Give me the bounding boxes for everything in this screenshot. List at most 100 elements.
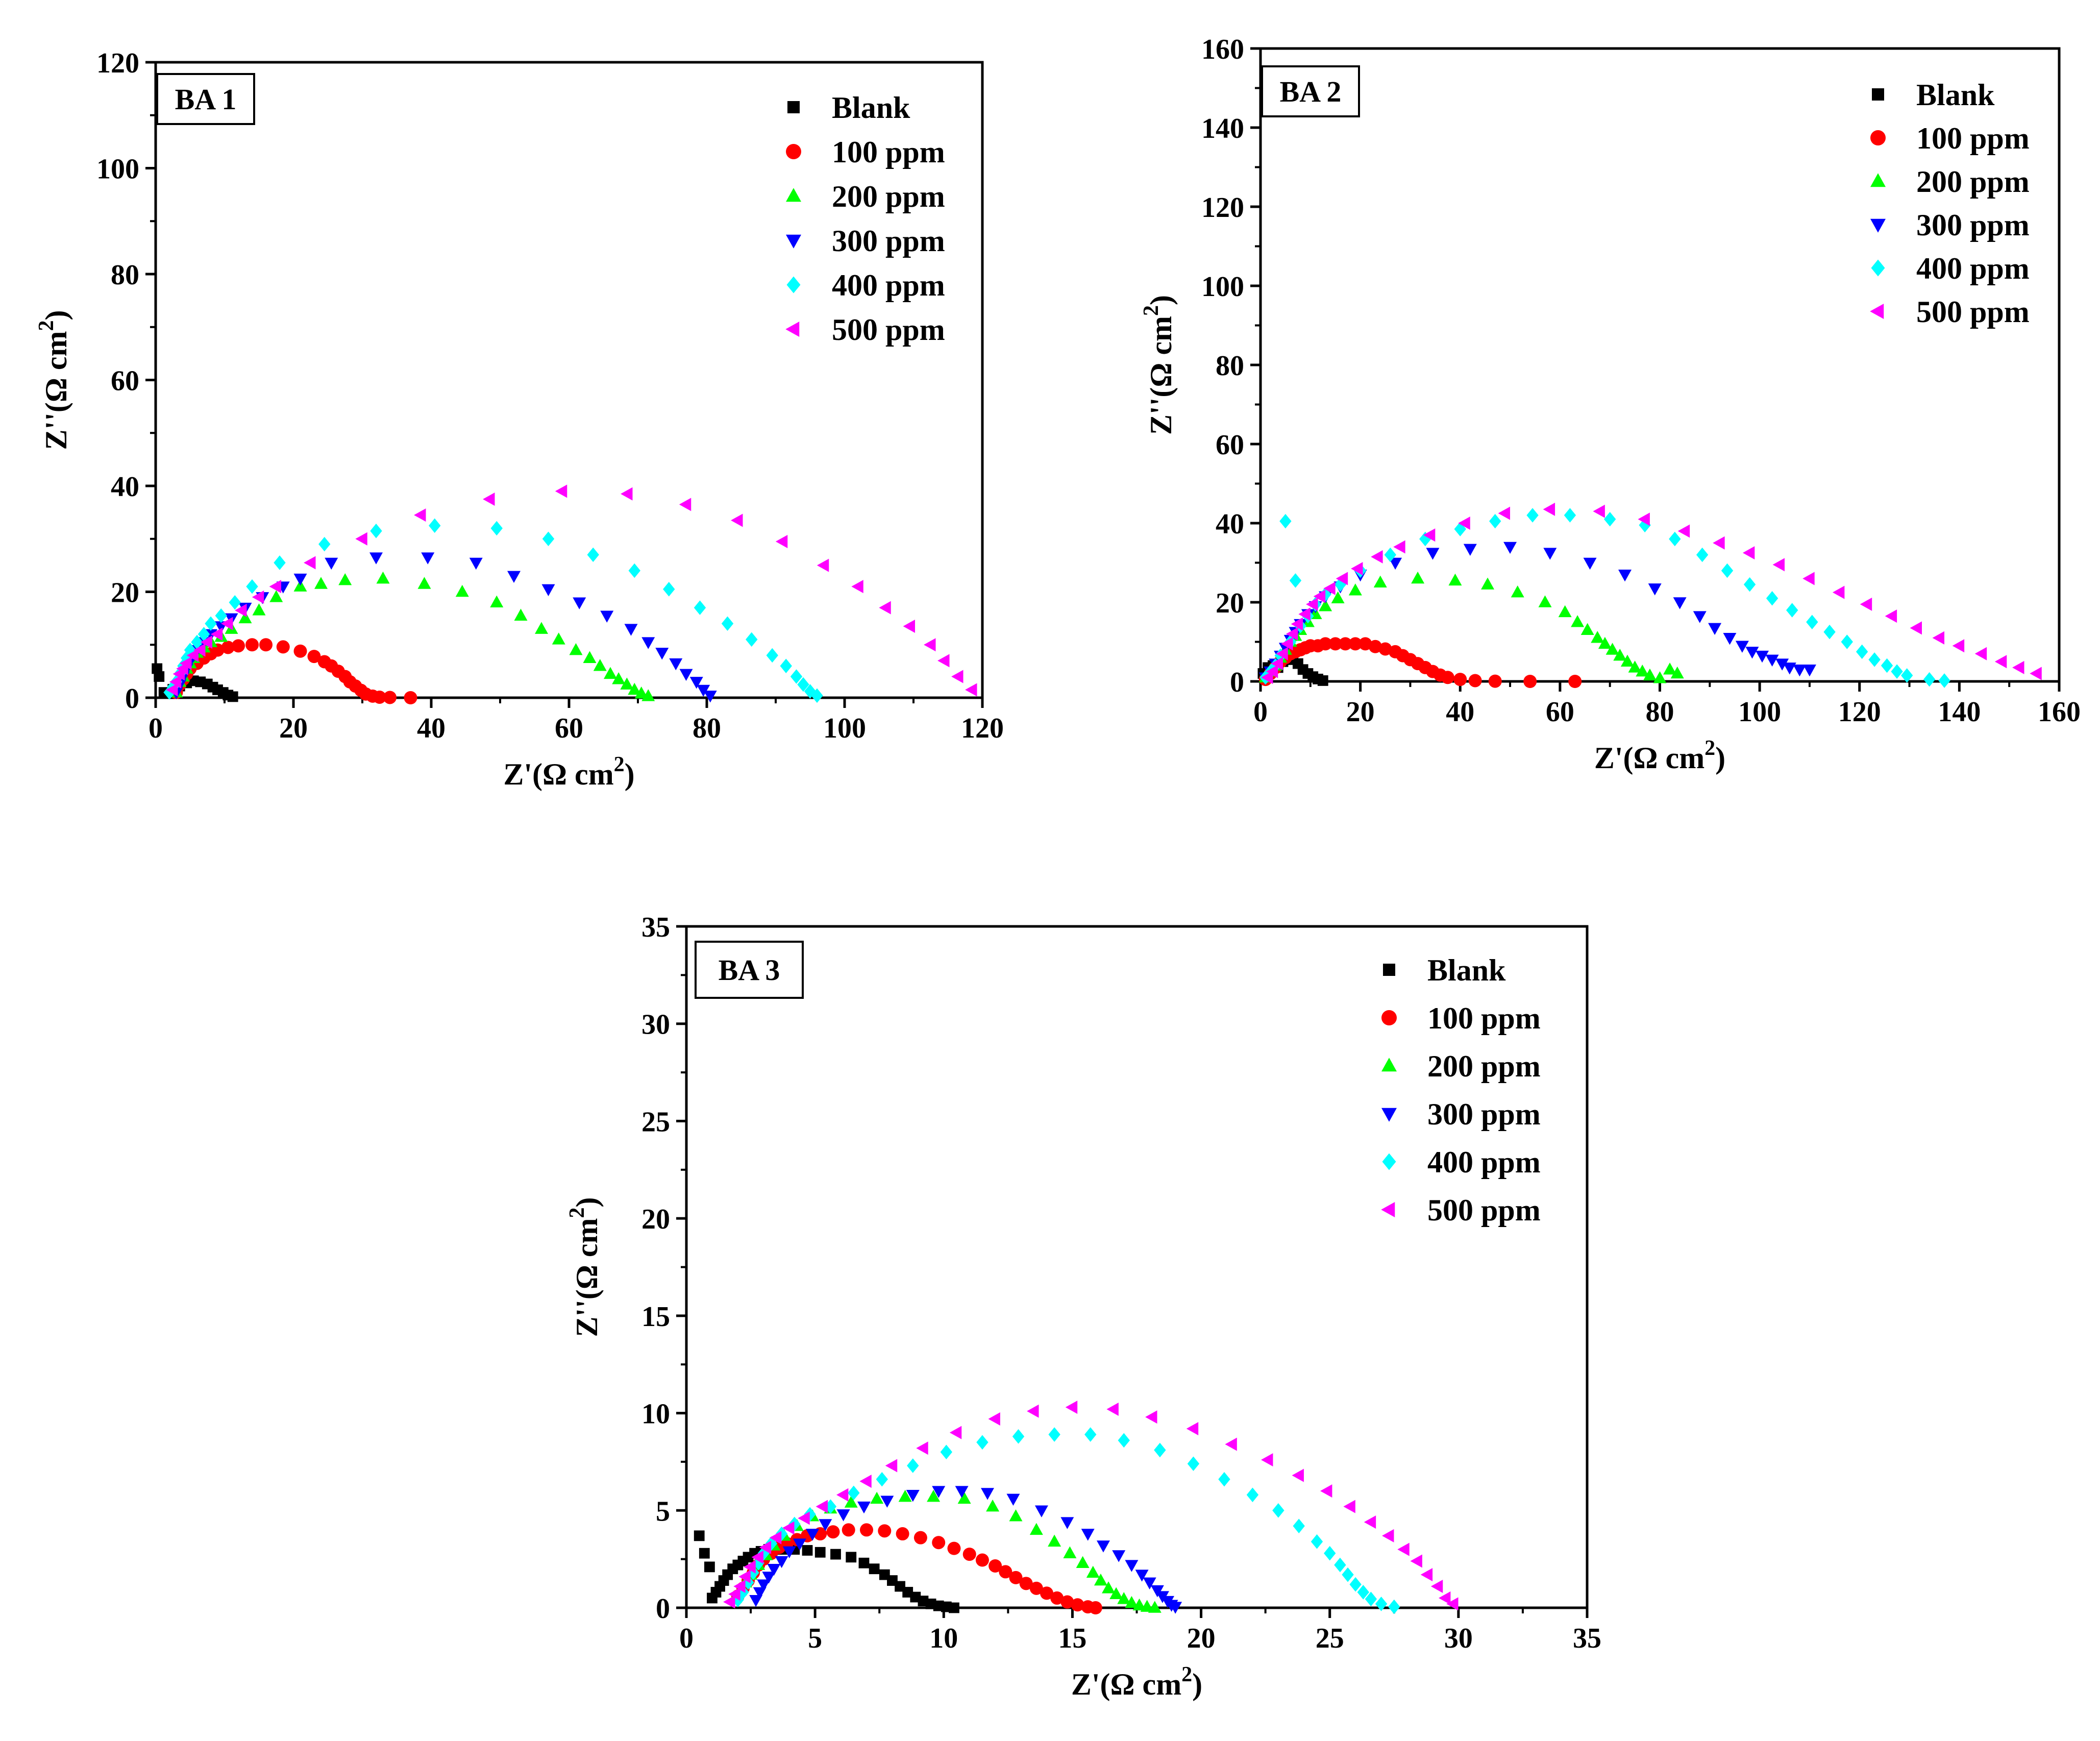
chart-1-point-200-ppm [634, 686, 648, 699]
chart-1-point-500-ppm [555, 484, 567, 498]
chart-1-point-200-ppm [376, 571, 390, 584]
chart-2-point-200-ppm [1348, 583, 1362, 596]
chart-3-point-300-ppm [1143, 1577, 1156, 1590]
chart-2-point-200-ppm [1653, 671, 1667, 683]
chart-3-point-400-ppm [1012, 1429, 1025, 1444]
chart-3-point-500-ppm [1430, 1580, 1443, 1593]
chart-2-point-400-ppm [1806, 615, 1818, 630]
chart-3-point-400-ppm [1118, 1433, 1130, 1448]
chart-2-point-300-ppm [1673, 597, 1687, 609]
chart-3-point-300-ppm [767, 1563, 781, 1576]
chart-1-point-100-ppm [232, 639, 245, 653]
chart-1-point-200-ppm [620, 677, 634, 690]
chart-3-point-400-ppm [1334, 1557, 1346, 1573]
chart-2-point-500-ppm [1393, 540, 1405, 554]
chart-2-point-200-ppm [1643, 668, 1657, 681]
chart-2-x-tick-label: 80 [1646, 696, 1674, 728]
chart-2-point-500-ppm [1323, 581, 1336, 595]
chart-3-point-100-ppm [989, 1559, 1002, 1573]
chart-2-point-400-ppm [1279, 513, 1292, 529]
chart-2-point-100-ppm [1378, 642, 1392, 656]
chart-2-point-300-ppm [1735, 641, 1749, 653]
chart-3-x-tick-label: 15 [1058, 1623, 1086, 1654]
chart-2-point-500-ppm [1742, 546, 1755, 560]
chart-1-point-200-ppm [583, 651, 597, 663]
chart-3-point-300-ppm [1169, 1602, 1182, 1614]
chart-2-y-tick-label: 60 [1216, 429, 1244, 461]
chart-2-point-200-ppm [1331, 591, 1345, 603]
chart-1-point-500-ppm [621, 487, 633, 501]
chart-3-point-300-ppm [793, 1538, 806, 1551]
chart-2-point-400-ppm [1841, 634, 1853, 649]
chart-2-point-100-ppm [1348, 637, 1362, 651]
chart-1-y-tick-label: 20 [111, 577, 139, 609]
chart-3-point-300-ppm [775, 1556, 788, 1568]
chart-3-point-100-ppm [947, 1541, 961, 1555]
chart-2-point-400-ppm [1891, 664, 1903, 679]
chart-3-point-100-ppm [878, 1524, 892, 1538]
chart-1-point-500-ppm [903, 619, 915, 633]
chart-2-point-400-ppm [1786, 603, 1798, 618]
chart-3-point-400-ppm [1272, 1503, 1284, 1518]
chart-1-legend-label-100-ppm: 100 ppm [832, 135, 945, 169]
chart-1-point-500-ppm [221, 617, 233, 630]
chart-3-legend-label-blank: Blank [1427, 953, 1506, 987]
chart-1-y-tick-label: 80 [111, 259, 139, 291]
chart-1-point-400-ppm [694, 600, 706, 615]
chart-3-point-500-ppm [733, 1580, 746, 1593]
chart-2-point-300-ppm [1802, 665, 1816, 677]
chart-1-x-axis-title: Z'(Ω cm2) [503, 753, 634, 791]
chart-1-legend-label-200-ppm: 200 ppm [832, 180, 945, 213]
chart-3-point-500-ppm [885, 1459, 898, 1473]
chart-1-point-300-ppm [469, 557, 483, 570]
chart-3-point-200-ppm [927, 1489, 941, 1502]
chart-3-point-200-ppm [1148, 1601, 1162, 1613]
chart-3-legend-marker-100-ppm [1381, 1010, 1397, 1025]
chart-3-point-500-ppm [723, 1595, 735, 1609]
chart-2-legend-label-100-ppm: 100 ppm [1916, 121, 2030, 155]
chart-3-point-500-ppm [1225, 1437, 1237, 1451]
chart-3-point-400-ppm [1349, 1577, 1362, 1592]
chart-3-x-tick-label: 35 [1573, 1623, 1601, 1654]
chart-1-point-100-ppm [404, 691, 417, 704]
chart-3-point-300-ppm [981, 1488, 995, 1500]
chart-2-legend-marker-200-ppm [1870, 173, 1886, 187]
chart-3-x-tick-label: 25 [1316, 1623, 1344, 1654]
chart-3-point-500-ppm [1364, 1515, 1376, 1529]
chart-1-point-200-ppm [455, 584, 469, 597]
chart-1-point-200-ppm [612, 672, 626, 684]
chart-2-legend-label-500-ppm: 500 ppm [1916, 295, 2030, 329]
chart-2-point-500-ppm [1371, 550, 1383, 563]
chart-3-point-500-ppm [1292, 1468, 1304, 1482]
chart-1-point-400-ppm [197, 627, 210, 642]
chart-3-point-100-ppm [826, 1525, 840, 1539]
chart-2-point-500-ppm [2030, 667, 2042, 680]
chart-1-point-200-ppm [417, 577, 431, 589]
chart-3-point-200-ppm [957, 1491, 971, 1504]
chart-3-x-axis-title-main: Z'(Ω cm [1071, 1668, 1181, 1701]
chart-1-point-300-ppm [421, 552, 435, 565]
chart-2-point-400-ppm [1289, 573, 1302, 588]
chart-2-legend-label-blank: Blank [1916, 78, 1995, 112]
chart-3-legend-marker-500-ppm [1381, 1202, 1395, 1217]
chart-3-point-500-ppm [744, 1560, 756, 1574]
chart-2-point-400-ppm [1881, 658, 1893, 673]
chart-2-point-200-ppm [1448, 573, 1462, 586]
chart-2-y-tick-label: 80 [1216, 350, 1244, 382]
chart-1-point-400-ppm [663, 582, 675, 597]
chart-2-point-500-ppm [1910, 621, 1922, 635]
chart-2-legend-label-400-ppm: 400 ppm [1916, 252, 2030, 285]
chart-1-x-tick-label: 120 [961, 713, 1004, 744]
chart-1-point-400-ppm [215, 608, 227, 623]
chart-3-point-200-ppm [1009, 1509, 1023, 1522]
chart-3-point-500-ppm [949, 1426, 962, 1439]
chart-1-y-tick-label: 120 [96, 47, 139, 79]
chart-3-y-tick-label: 15 [641, 1301, 670, 1333]
chart-2-y-tick-label: 20 [1216, 587, 1244, 619]
chart-2-point-400-ppm [1603, 511, 1616, 527]
chart-3-y-tick-label: 30 [641, 1009, 670, 1041]
chart-2-point-400-ppm [1856, 644, 1868, 659]
chart-3-y-axis-title-end: ) [570, 1197, 604, 1208]
chart-1-point-200-ppm [569, 643, 583, 655]
chart-3-point-200-ppm [1117, 1592, 1131, 1604]
